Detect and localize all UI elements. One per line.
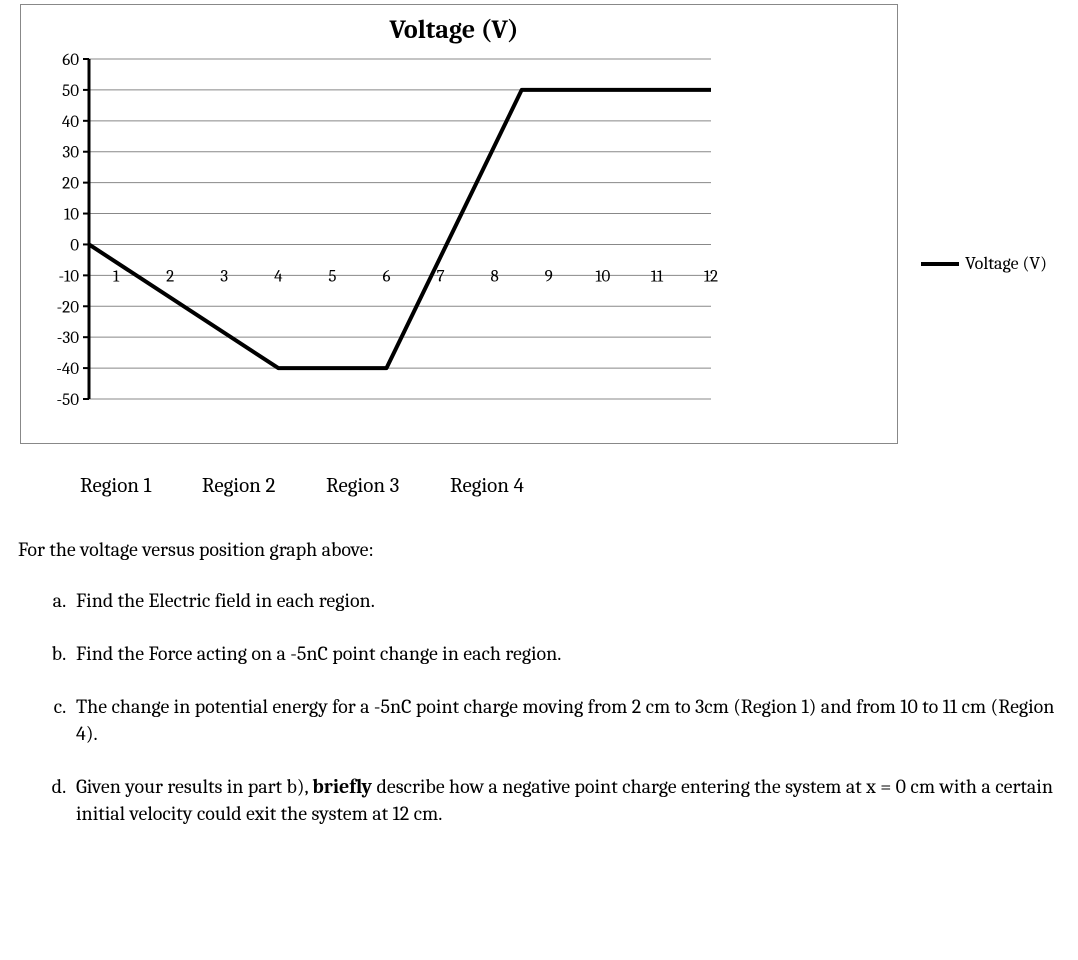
intro-prompt: For the voltage versus position graph ab… <box>18 538 1078 561</box>
question-c: The change in potential energy for a -5n… <box>70 693 1078 747</box>
svg-text:7: 7 <box>437 267 445 286</box>
svg-text:3: 3 <box>220 267 228 286</box>
svg-text:9: 9 <box>545 267 553 286</box>
svg-text:1: 1 <box>113 267 120 286</box>
svg-text:-30: -30 <box>57 329 79 348</box>
svg-text:2: 2 <box>166 267 174 286</box>
chart-container: Voltage (V) -50 -40 -30 -20 -10 0 10 20 30 40 50 60… <box>20 4 898 444</box>
voltage-chart: -50-40-30-20-100102030405060123456789101… <box>31 53 721 423</box>
svg-text:0: 0 <box>70 236 79 255</box>
question-a: Find the Electric field in each region. <box>70 587 1078 614</box>
svg-text:20: 20 <box>62 175 79 194</box>
legend-swatch <box>921 262 959 266</box>
svg-text:4: 4 <box>274 267 283 286</box>
svg-text:-20: -20 <box>57 298 80 317</box>
svg-text:5: 5 <box>328 267 336 286</box>
question-b: Find the Force acting on a -5nC point ch… <box>70 640 1078 667</box>
chart-legend: Voltage (V) <box>921 253 1047 274</box>
question-d-pre: Given your results in part b), <box>76 775 312 798</box>
svg-text:6: 6 <box>382 267 390 286</box>
svg-text:-10: -10 <box>58 267 79 286</box>
svg-text:30: 30 <box>62 144 79 163</box>
svg-text:-50: -50 <box>57 391 80 410</box>
region-labels-row: Region 1 Region 2 Region 3 Region 4 <box>80 474 1078 498</box>
region-4-label: Region 4 <box>450 474 524 498</box>
question-list: Find the Electric field in each region. … <box>0 587 1078 827</box>
region-3-label: Region 3 <box>326 474 399 498</box>
svg-text:10: 10 <box>64 206 79 225</box>
svg-text:12: 12 <box>704 267 718 286</box>
question-d-bold: briefly <box>312 775 372 798</box>
legend-label: Voltage (V) <box>965 253 1047 274</box>
question-d: Given your results in part b), briefly d… <box>70 773 1078 827</box>
svg-text:40: 40 <box>62 113 79 132</box>
svg-text:11: 11 <box>651 267 664 286</box>
svg-text:50: 50 <box>62 82 79 101</box>
svg-text:60: 60 <box>62 53 79 70</box>
chart-title: Voltage (V) <box>31 15 877 45</box>
svg-text:8: 8 <box>491 267 499 286</box>
region-2-label: Region 2 <box>202 474 276 498</box>
region-1-label: Region 1 <box>80 474 151 498</box>
svg-text:10: 10 <box>595 267 610 286</box>
svg-text:-40: -40 <box>56 360 79 379</box>
